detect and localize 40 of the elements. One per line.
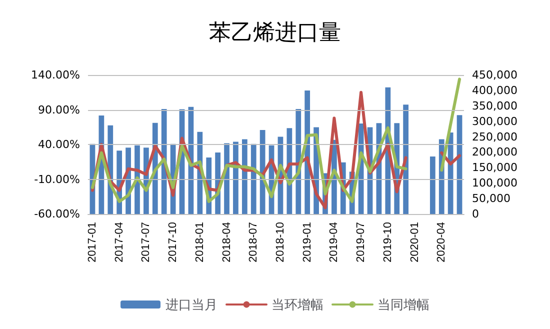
y-tick-label: 40.00% <box>38 138 80 151</box>
y2-tick-label: 400,000 <box>472 84 518 97</box>
y2-tick-label: 100,000 <box>472 176 518 190</box>
bar <box>430 156 436 214</box>
y2-tick-label: 200,000 <box>472 146 518 159</box>
chart-title: 苯乙烯进口量 <box>209 20 341 44</box>
x-tick-label: 2018-10 <box>274 222 286 262</box>
bar <box>403 104 408 214</box>
bar <box>448 132 454 214</box>
x-tick-label: 2017-07 <box>140 222 152 262</box>
y2-tick-label: 300,000 <box>472 114 518 128</box>
x-tick-label: 2017-10 <box>167 222 180 262</box>
x-tick-label: 2017-01 <box>86 222 98 262</box>
x-tick-label: 2020-01 <box>408 222 421 262</box>
x-tick-label: 2018-01 <box>194 222 206 262</box>
x-tick-label: 2018-07 <box>248 222 260 262</box>
x-tick-label: 2019-04 <box>328 222 340 262</box>
legend-label: 当同增幅 <box>378 297 430 312</box>
bar <box>242 139 248 214</box>
bar <box>260 130 266 214</box>
y2-tick-label: 250,000 <box>472 130 518 144</box>
x-tick-label: 2018-04 <box>220 222 233 262</box>
legend-label: 当环增幅 <box>272 297 324 312</box>
x-tick-label: 2019-10 <box>382 222 394 262</box>
y-tick-label: 90.00% <box>38 103 80 116</box>
bar <box>250 144 256 214</box>
x-tick-label: 2019-07 <box>355 222 368 262</box>
x-tick-label: 2020-04 <box>436 222 448 262</box>
y2-tick-label: 150,000 <box>472 161 518 174</box>
x-tick-label: 2019-01 <box>301 222 314 262</box>
x-tick-label: 2017-04 <box>113 222 126 262</box>
bar <box>233 142 238 214</box>
y-tick-label: 140.00% <box>31 68 80 82</box>
y2-tick-label: 350,000 <box>472 99 518 112</box>
y-tick-label: -10.00% <box>34 172 80 186</box>
y-tick-label: -60.00% <box>34 208 80 220</box>
y2-tick-label: 0 <box>472 208 479 220</box>
legend-label: 进口当月 <box>166 297 218 312</box>
y2-tick-label: 450,000 <box>472 68 518 82</box>
y2-tick-label: 50,000 <box>472 192 510 206</box>
